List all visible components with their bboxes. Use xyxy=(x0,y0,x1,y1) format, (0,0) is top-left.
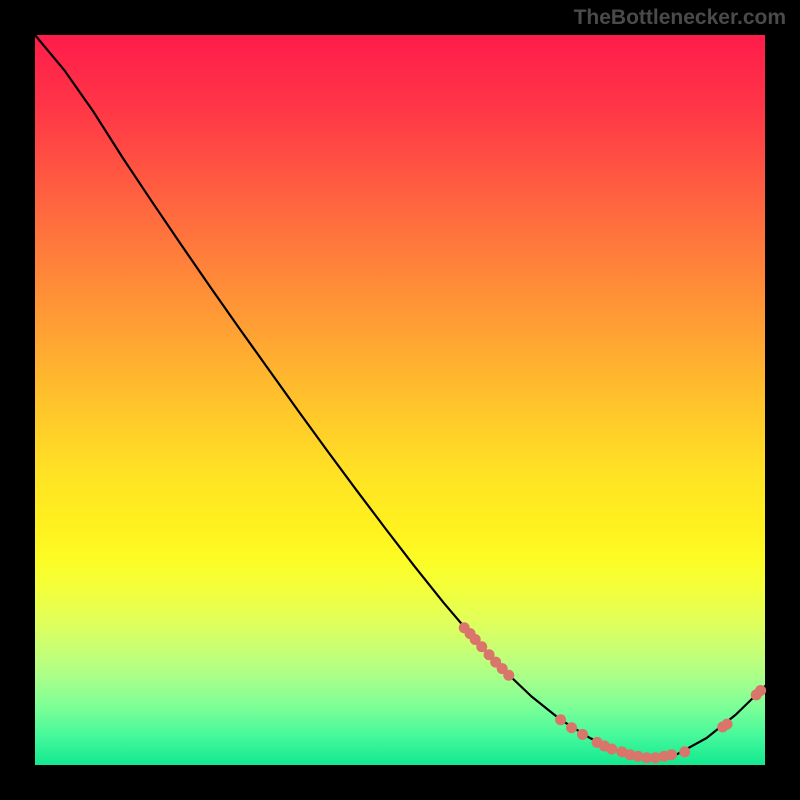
data-marker xyxy=(607,744,617,754)
data-marker xyxy=(556,715,566,725)
data-marker xyxy=(667,750,677,760)
plot-area xyxy=(35,35,765,765)
data-marker xyxy=(477,642,487,652)
chart-svg xyxy=(0,0,800,800)
data-marker xyxy=(722,719,732,729)
data-marker xyxy=(680,747,690,757)
watermark-text: TheBottlenecker.com xyxy=(574,6,786,30)
data-marker xyxy=(756,686,766,696)
data-marker xyxy=(567,723,577,733)
chart-container: TheBottlenecker.com xyxy=(0,0,800,800)
data-marker xyxy=(504,670,514,680)
data-marker xyxy=(578,729,588,739)
